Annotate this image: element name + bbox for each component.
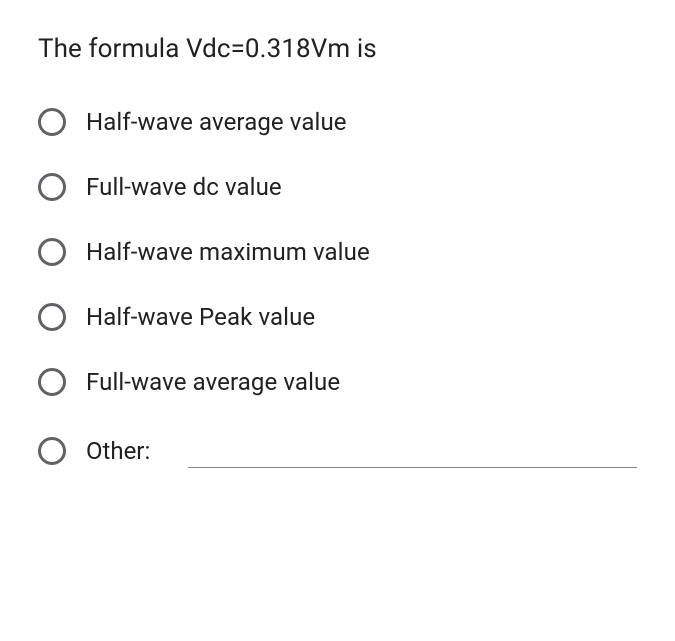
option-row-other[interactable]: Other: <box>38 433 637 468</box>
question-title: The formula Vdc=0.318Vm is <box>38 34 637 64</box>
radio-icon[interactable] <box>38 238 66 266</box>
radio-icon[interactable] <box>38 173 66 201</box>
option-row[interactable]: Full-wave average value <box>38 368 637 396</box>
radio-icon[interactable] <box>38 108 66 136</box>
option-label: Half-wave maximum value <box>86 238 370 266</box>
radio-icon[interactable] <box>38 368 66 396</box>
option-label: Half-wave Peak value <box>86 303 315 331</box>
option-row[interactable]: Half-wave maximum value <box>38 238 637 266</box>
option-row[interactable]: Full-wave dc value <box>38 173 637 201</box>
other-label: Other: <box>86 437 150 465</box>
option-label: Full-wave average value <box>86 368 340 396</box>
option-label: Full-wave dc value <box>86 173 282 201</box>
other-input[interactable] <box>188 433 637 468</box>
radio-icon[interactable] <box>38 303 66 331</box>
radio-icon[interactable] <box>38 437 66 465</box>
option-row[interactable]: Half-wave Peak value <box>38 303 637 331</box>
option-row[interactable]: Half-wave average value <box>38 108 637 136</box>
options-container: Half-wave average value Full-wave dc val… <box>38 108 637 468</box>
option-label: Half-wave average value <box>86 108 347 136</box>
